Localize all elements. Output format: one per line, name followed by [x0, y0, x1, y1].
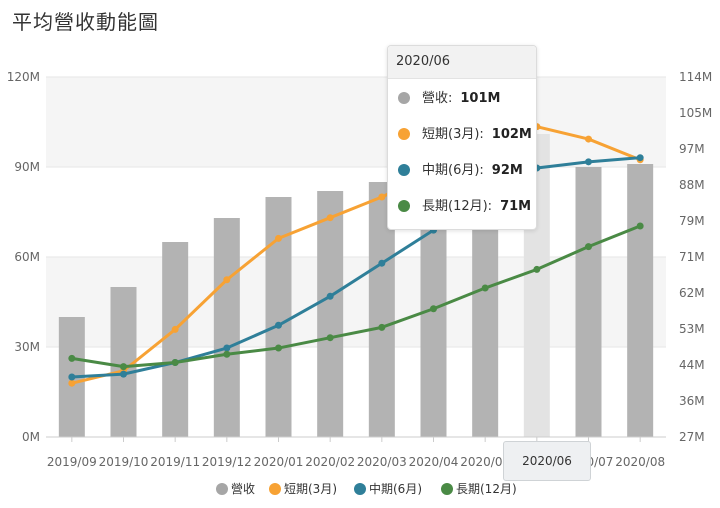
line-long-term: [71, 224, 641, 369]
tooltip-value: 101M: [460, 91, 501, 106]
point-mid-term: [378, 259, 386, 267]
point-mid-term: [326, 292, 334, 300]
bar-revenue: [162, 242, 189, 437]
point-short-term: [68, 379, 76, 387]
point-short-term: [326, 214, 334, 222]
y-left-tick-label: 120M: [7, 70, 40, 84]
bar-revenue: [265, 197, 292, 437]
y-right-tick-label: 44M: [679, 358, 705, 372]
legend-marker: [441, 483, 453, 495]
plot-band: [46, 347, 666, 437]
line-short-term: [71, 125, 641, 385]
point-long-term: [636, 222, 644, 230]
x-tick-label: 2020/02: [305, 455, 355, 469]
point-short-term: [585, 135, 592, 143]
bar-revenue: [317, 191, 344, 437]
plot-band: [46, 77, 666, 167]
tooltip-value: 102M: [491, 127, 532, 142]
point-short-term: [171, 325, 179, 333]
point-long-term: [223, 350, 231, 358]
plot-band: [46, 167, 666, 257]
bar-revenue: [575, 167, 602, 437]
tooltip-label: 營收:: [422, 91, 453, 106]
y-right-tick-label: 36M: [679, 394, 705, 408]
x-tick-label: 2019/11: [150, 455, 200, 469]
point-long-term: [481, 284, 489, 292]
x-tick-label: 2020/01: [254, 455, 304, 469]
tooltip-value: 71M: [500, 199, 532, 214]
tooltip-dot-long: [398, 200, 410, 212]
y-left-tick-label: 60M: [14, 250, 40, 264]
y-left-tick-label: 0M: [22, 430, 40, 444]
tooltip-date: 2020/06: [388, 46, 536, 79]
point-mid-term: [585, 158, 592, 166]
tooltip-label: 中期(6月):: [422, 163, 484, 178]
tooltip-label: 長期(12月):: [422, 199, 493, 214]
bar-revenue: [627, 164, 654, 437]
y-right-tick-label: 79M: [679, 214, 705, 228]
y-right-tick-label: 97M: [679, 142, 705, 156]
x-tick-label: 2020/03: [357, 455, 407, 469]
legend-label: 長期(12月): [456, 482, 517, 496]
y-right-tick-label: 114M: [679, 70, 712, 84]
point-mid-term: [636, 154, 644, 162]
point-long-term: [585, 243, 592, 251]
bar-revenue: [213, 218, 240, 437]
tooltip-row-long: 長期(12月): 71M: [398, 197, 531, 217]
legend-label: 營收: [231, 482, 255, 496]
y-right-tick-label: 105M: [679, 106, 712, 120]
tooltip-value: 92M: [491, 163, 523, 178]
y-left-tick-label: 30M: [14, 340, 40, 354]
x-tick-label: 2019/09: [47, 455, 97, 469]
x-tick-label: 2019/12: [202, 455, 252, 469]
tooltip-row-mid: 中期(6月): 92M: [398, 161, 523, 181]
point-long-term: [120, 363, 127, 371]
x-axis-hover-label: 2020/06: [503, 441, 591, 481]
point-mid-term: [120, 370, 127, 378]
y-right-tick-label: 88M: [679, 178, 705, 192]
x-tick-label: 2019/10: [99, 455, 149, 469]
legend-marker: [216, 483, 228, 495]
legend-label: 短期(3月): [284, 482, 337, 496]
y-right-tick-label: 62M: [679, 286, 705, 300]
legend-marker: [269, 483, 281, 495]
tooltip-dot-revenue: [398, 92, 410, 104]
point-mid-term: [68, 373, 76, 381]
tooltip-row-short: 短期(3月): 102M: [398, 125, 532, 145]
x-tick-label: 2020/05: [460, 455, 510, 469]
x-tick-label: 2020/04: [409, 455, 459, 469]
point-long-term: [275, 344, 282, 352]
tooltip-dot-mid: [398, 164, 410, 176]
y-left-tick-label: 90M: [14, 160, 40, 174]
point-mid-term: [275, 321, 282, 329]
y-right-tick-label: 71M: [679, 250, 705, 264]
point-mid-term: [223, 344, 231, 352]
legend-marker: [354, 483, 366, 495]
point-long-term: [378, 323, 386, 331]
chart-title: 平均營收動能圖: [12, 10, 159, 34]
point-short-term: [378, 193, 386, 201]
y-right-tick-label: 27M: [679, 430, 705, 444]
y-right-tick-label: 53M: [679, 322, 705, 336]
point-short-term: [275, 234, 282, 242]
data-tooltip: 2020/06 營收: 101M 短期(3月): 102M 中期(6月): 92M 長…: [387, 45, 537, 230]
point-long-term: [171, 359, 179, 367]
tooltip-label: 短期(3月):: [422, 127, 484, 142]
tooltip-row-revenue: 營收: 101M: [398, 89, 500, 109]
x-tick-label: 2020/08: [615, 455, 665, 469]
point-long-term: [533, 265, 541, 273]
point-long-term: [68, 354, 76, 362]
tooltip-dot-short: [398, 128, 410, 140]
point-long-term: [430, 305, 437, 313]
legend-label: 中期(6月): [369, 481, 422, 496]
point-short-term: [223, 276, 231, 284]
point-long-term: [326, 334, 334, 342]
